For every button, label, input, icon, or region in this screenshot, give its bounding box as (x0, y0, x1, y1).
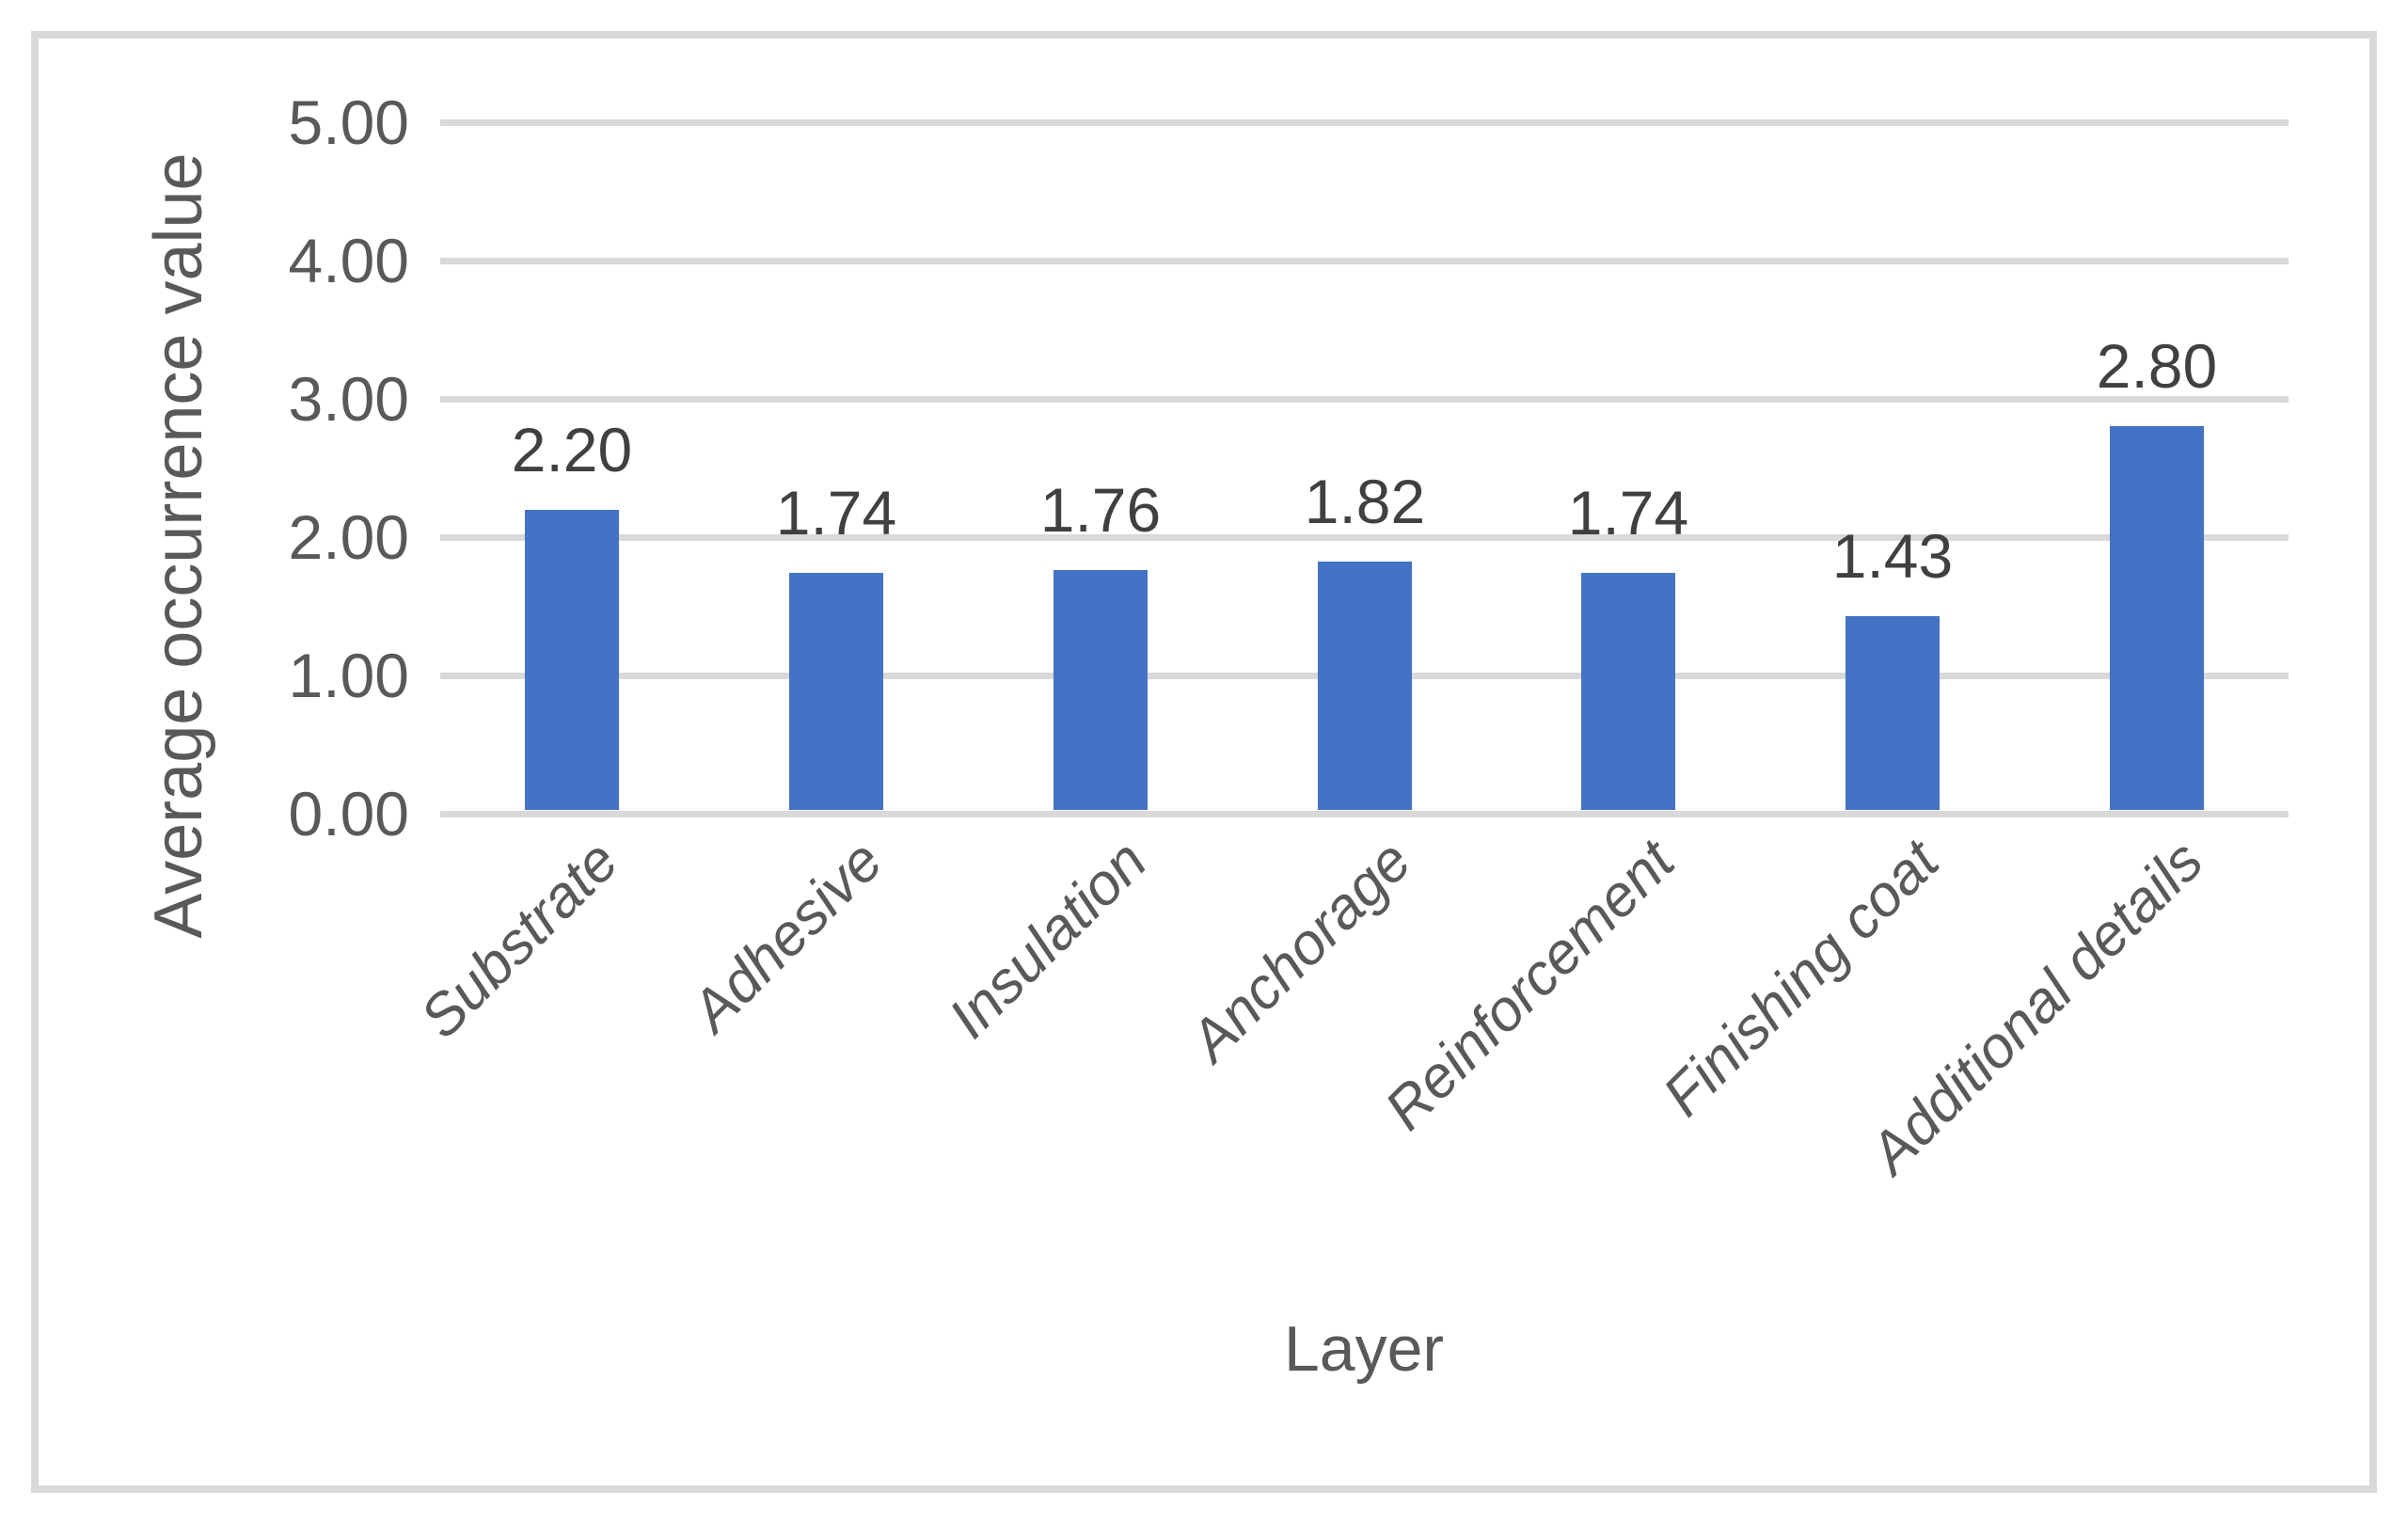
x-axis-line (440, 811, 2289, 817)
bar-value-label: 2.20 (511, 415, 633, 484)
y-tick-label: 2.00 (288, 502, 409, 572)
x-axis-title: Layer (1283, 1313, 1445, 1385)
y-tick-label: 0.00 (288, 779, 409, 849)
bar-value-label: 1.43 (1831, 521, 1954, 591)
bar-value-label: 1.74 (1567, 478, 1689, 547)
gridline (440, 396, 2289, 403)
y-tick-label: 4.00 (288, 226, 409, 295)
bar (2110, 426, 2204, 810)
gridline (440, 534, 2289, 541)
bar (1318, 562, 1412, 810)
bar-value-label: 1.76 (1039, 475, 1162, 545)
y-tick-label: 5.00 (288, 87, 409, 157)
gridline (440, 119, 2289, 126)
gridline (440, 258, 2289, 264)
bar (1581, 573, 1675, 810)
bar-value-label: 1.74 (775, 478, 897, 547)
bar (789, 573, 883, 810)
bar (1054, 570, 1148, 810)
bar-value-label: 2.80 (2096, 331, 2218, 401)
y-tick-label: 1.00 (288, 641, 409, 710)
y-axis-title: Average occurrence value (141, 152, 216, 939)
bar (1846, 616, 1940, 810)
bar-value-label: 1.82 (1304, 467, 1426, 536)
bar (525, 510, 619, 810)
chart-border (31, 31, 2377, 1493)
y-tick-label: 3.00 (288, 364, 409, 434)
